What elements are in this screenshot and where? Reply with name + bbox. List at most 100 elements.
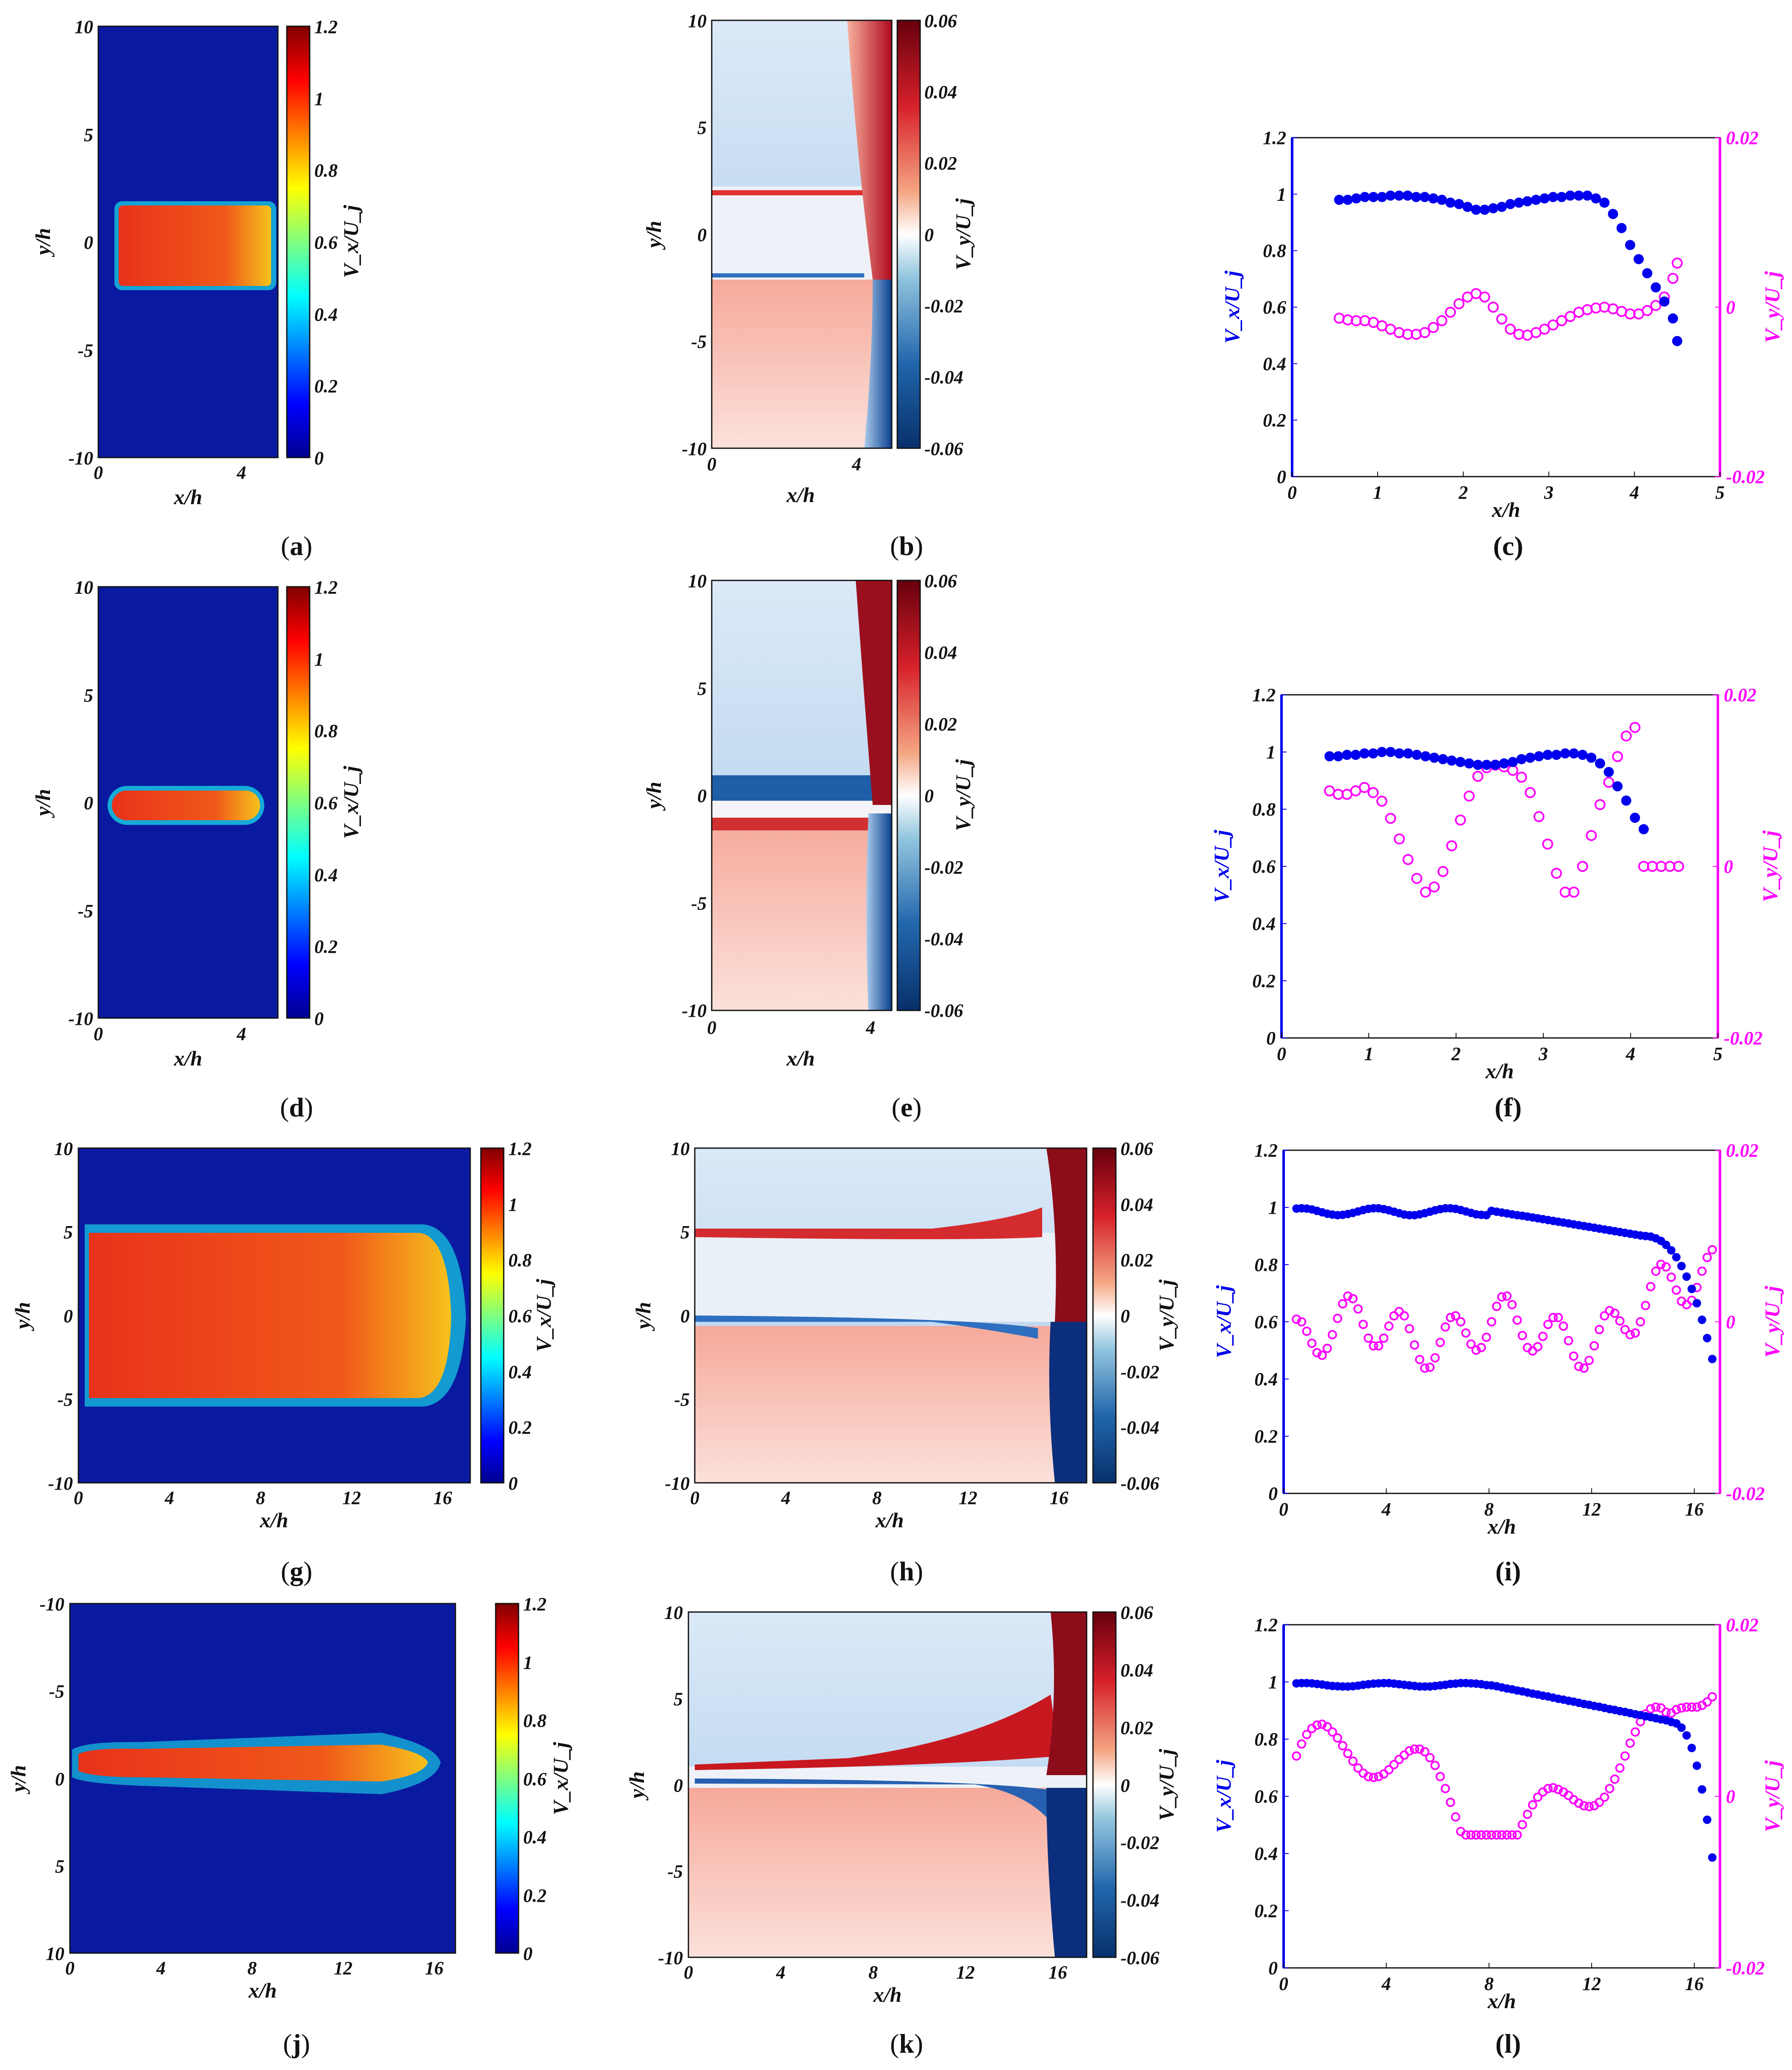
colorbar-label-b: V_y/U_j bbox=[951, 198, 975, 270]
plot-frame-f bbox=[1281, 694, 1719, 1039]
vy-point-f bbox=[1402, 854, 1414, 865]
vy-point-f bbox=[1612, 751, 1623, 762]
vy-wedge-top-e bbox=[856, 580, 892, 805]
frame-e bbox=[711, 580, 893, 1011]
cb-tick: 0.06 bbox=[924, 571, 957, 591]
x-label-k: x/h bbox=[873, 1983, 902, 2006]
vy-point-i bbox=[1415, 1355, 1425, 1365]
vy-point-l bbox=[1595, 1798, 1604, 1807]
y-tick: 10 bbox=[671, 1138, 690, 1159]
vy-point-i bbox=[1553, 1312, 1563, 1322]
vx-point-f bbox=[1412, 749, 1422, 760]
x-tick: 16 bbox=[1049, 1962, 1067, 1983]
cb-tick: -0.02 bbox=[1121, 1832, 1160, 1853]
x-tick-label-c: 0 bbox=[1287, 482, 1297, 503]
cb-tick: 0.2 bbox=[523, 1885, 546, 1906]
y-label-h: y/h bbox=[631, 1302, 655, 1331]
vy-point-f bbox=[1359, 782, 1370, 793]
y-tick: -5 bbox=[78, 340, 93, 361]
vy-point-f bbox=[1516, 771, 1527, 783]
vy-shear-bot-k bbox=[695, 1779, 1051, 1822]
vy-point-i bbox=[1358, 1320, 1368, 1329]
cb-tick: 1.2 bbox=[523, 1594, 546, 1615]
vy-point-f bbox=[1603, 777, 1614, 788]
cb-tick: -0.04 bbox=[924, 929, 963, 949]
vx-point-f bbox=[1560, 748, 1570, 759]
vy-point-i bbox=[1559, 1321, 1568, 1331]
x-tick: 0 bbox=[707, 1017, 716, 1038]
x-tick-label-l: 4 bbox=[1381, 1973, 1391, 1994]
vx-point-c bbox=[1539, 193, 1550, 204]
vy-point-i bbox=[1517, 1331, 1527, 1340]
vy-point-l bbox=[1682, 1702, 1692, 1712]
vy-point-f bbox=[1411, 873, 1423, 884]
vy-point-l bbox=[1512, 1830, 1522, 1840]
vy-point-l bbox=[1497, 1830, 1506, 1840]
vx-core-g bbox=[89, 1233, 451, 1398]
vy-point-i bbox=[1651, 1266, 1661, 1276]
vx-point-i bbox=[1698, 1315, 1706, 1324]
y-tick: -10 bbox=[68, 1008, 93, 1029]
x-tick: 0 bbox=[690, 1487, 699, 1508]
colorbar-label-j: V_x/U_j bbox=[549, 1742, 572, 1815]
vx-point-c bbox=[1471, 205, 1481, 215]
vy-point-c bbox=[1334, 313, 1345, 324]
vx-point-l bbox=[1698, 1785, 1706, 1794]
vy-point-i bbox=[1702, 1253, 1712, 1263]
x-tick: 4 bbox=[164, 1487, 174, 1508]
y-left-tick-label-l: 0 bbox=[1268, 1958, 1278, 1978]
vy-point-i bbox=[1656, 1260, 1666, 1269]
vy-point-i bbox=[1471, 1345, 1481, 1355]
vy-point-f bbox=[1463, 790, 1475, 802]
y-left-tick-label-i: 0.8 bbox=[1254, 1254, 1278, 1275]
y-left-tick-label-i: 1 bbox=[1268, 1197, 1278, 1218]
vy-point-l bbox=[1445, 1798, 1455, 1807]
vx-point-f bbox=[1368, 748, 1379, 759]
x-tick: 16 bbox=[425, 1958, 444, 1978]
cb-tick: 1 bbox=[314, 89, 324, 109]
vy-point-l bbox=[1323, 1722, 1332, 1731]
y-label-b: y/h bbox=[642, 221, 666, 250]
caption-c: (c) bbox=[1493, 531, 1523, 561]
vx-point-l bbox=[1682, 1731, 1691, 1740]
y-tick: 0 bbox=[84, 793, 93, 813]
panel-k: 0.06 0.04 0.02 0 -0.02 -0.04 -0.06 V_y/U… bbox=[625, 1602, 1178, 2059]
y-right-tick-label-f: 0 bbox=[1724, 856, 1733, 877]
vx-point-c bbox=[1334, 194, 1345, 205]
vy-point-i bbox=[1487, 1317, 1496, 1326]
cb-tick: 0.8 bbox=[314, 721, 338, 741]
x-tick-label-f: 3 bbox=[1538, 1043, 1548, 1064]
y-ticks-g: 10 5 0 -5 -10 bbox=[48, 1138, 73, 1494]
y-left-tick-label-l: 0.2 bbox=[1254, 1901, 1278, 1921]
vx-point-f bbox=[1638, 824, 1649, 835]
vx-point-c bbox=[1496, 202, 1507, 212]
scatter-panel-c: 0 1 2 3 4 5 x/h 0 0.2 0.4 0.6 0.8 1 1.2 V_x/U_j -0.02 0 0… bbox=[1220, 128, 1784, 561]
vy-wedge-top-b bbox=[847, 20, 892, 280]
vy-point-c bbox=[1419, 327, 1431, 338]
cb-tick: 0.6 bbox=[508, 1306, 532, 1326]
y-tick: 0 bbox=[697, 225, 707, 245]
cb-tick: 0.2 bbox=[314, 376, 338, 397]
vx-point-i bbox=[1687, 1285, 1696, 1293]
vy-point-f bbox=[1429, 881, 1440, 893]
y-tick: 5 bbox=[64, 1222, 73, 1243]
vy-wedge-top-h bbox=[1046, 1148, 1087, 1322]
caption-i: (i) bbox=[1495, 1556, 1521, 1586]
y-right-tick-label-i: -0.02 bbox=[1726, 1483, 1765, 1504]
y-tick: -10 bbox=[682, 1000, 707, 1021]
cb-tick: 0.02 bbox=[924, 714, 957, 735]
vy-point-l bbox=[1615, 1763, 1625, 1773]
x-tick: 0 bbox=[94, 1024, 103, 1044]
vy-core-h bbox=[695, 1233, 1087, 1322]
x-tick: 12 bbox=[342, 1487, 361, 1508]
vy-point-c bbox=[1479, 291, 1490, 302]
y-tick: 5 bbox=[674, 1689, 683, 1709]
vy-point-c bbox=[1487, 302, 1499, 313]
cb-tick: 0 bbox=[314, 1008, 324, 1029]
vy-point-i bbox=[1307, 1338, 1317, 1348]
vy-point-l bbox=[1651, 1702, 1661, 1712]
vy-point-l bbox=[1404, 1746, 1414, 1756]
vy-point-i bbox=[1394, 1307, 1404, 1316]
x-tick: 4 bbox=[236, 1024, 246, 1044]
cb-tick: 0.04 bbox=[924, 82, 957, 103]
